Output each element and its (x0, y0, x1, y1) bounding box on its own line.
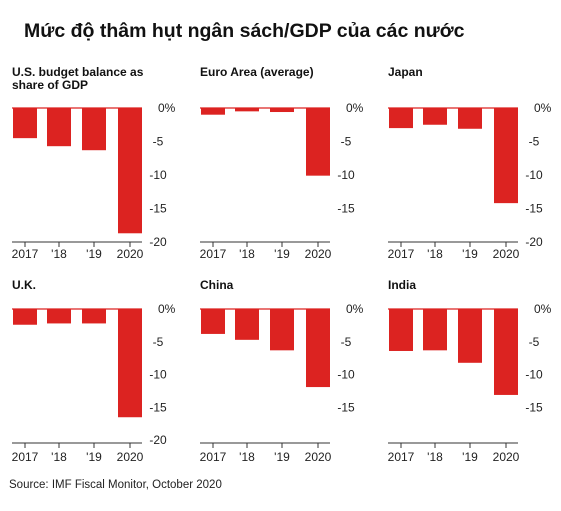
y-tick-label: -15 (149, 202, 167, 216)
bar (270, 309, 294, 351)
x-tick-label: '19 (274, 450, 290, 464)
chart-panel-1: Euro Area (average) 0% -5 -10 -15 2017 '18 '19 2… (200, 65, 364, 261)
bar (270, 108, 294, 113)
bar (13, 108, 37, 139)
bar (201, 108, 225, 115)
x-tick-label: '18 (239, 450, 255, 464)
y-tick-label: -20 (149, 235, 167, 249)
bar (118, 108, 142, 234)
y-tick-label: -20 (149, 433, 167, 447)
bar (47, 309, 71, 324)
bar (306, 108, 330, 176)
x-tick-label: 2017 (388, 247, 415, 261)
panel-title: Euro Area (average) (200, 65, 314, 79)
panel-title: U.S. budget balance as (12, 65, 144, 79)
y-tick-label: 0% (534, 101, 552, 115)
bar (423, 108, 447, 125)
y-tick-label: -5 (341, 135, 352, 149)
x-tick-label: '19 (462, 450, 478, 464)
bar (306, 309, 330, 388)
bar (389, 309, 413, 351)
bar (82, 108, 106, 151)
panel-title: U.K. (12, 278, 36, 292)
x-tick-label: 2020 (305, 450, 332, 464)
x-tick-label: '18 (51, 247, 67, 261)
panel-title: share of GDP (12, 78, 88, 92)
y-tick-label: -5 (529, 335, 540, 349)
chart-panel-5: India 0% -5 -10 -15 2017 '18 '19 2020 (388, 278, 552, 464)
x-tick-label: '18 (51, 450, 67, 464)
bar (47, 108, 71, 147)
x-tick-label: '18 (427, 247, 443, 261)
x-tick-label: 2017 (12, 247, 39, 261)
bar (235, 108, 259, 112)
x-tick-label: '18 (239, 247, 255, 261)
y-tick-label: 0% (346, 302, 364, 316)
bar (423, 309, 447, 351)
y-tick-label: -10 (149, 368, 167, 382)
y-tick-label: -10 (525, 368, 543, 382)
x-tick-label: 2017 (12, 450, 39, 464)
y-tick-label: -5 (341, 335, 352, 349)
chart-panel-4: China 0% -5 -10 -15 2017 '18 '19 2020 (200, 278, 364, 464)
x-tick-label: 2020 (305, 247, 332, 261)
chart-panel-3: U.K. 0% -5 -10 -15 -20 2017 '18 '19 2020 (12, 278, 176, 464)
y-tick-label: -15 (525, 400, 543, 414)
y-tick-label: -5 (153, 135, 164, 149)
y-tick-label: 0% (534, 302, 552, 316)
bar (13, 309, 37, 325)
y-tick-label: -10 (149, 168, 167, 182)
page-title: Mức độ thâm hụt ngân sách/GDP của các nư… (24, 20, 465, 42)
bar (389, 108, 413, 129)
x-tick-label: '19 (274, 247, 290, 261)
bar (118, 309, 142, 418)
bar (235, 309, 259, 340)
x-tick-label: 2017 (200, 450, 227, 464)
x-tick-label: 2020 (117, 450, 144, 464)
y-tick-label: -15 (337, 400, 355, 414)
y-tick-label: -20 (525, 235, 543, 249)
x-tick-label: 2017 (388, 450, 415, 464)
bar (458, 309, 482, 363)
y-tick-label: 0% (158, 101, 176, 115)
y-tick-label: -15 (149, 400, 167, 414)
y-tick-label: -10 (337, 368, 355, 382)
y-tick-label: -5 (529, 135, 540, 149)
x-tick-label: '19 (462, 247, 478, 261)
y-tick-label: -15 (337, 202, 355, 216)
bar (458, 108, 482, 129)
y-tick-label: -15 (525, 202, 543, 216)
y-tick-label: -10 (525, 168, 543, 182)
chart-panel-2: Japan 0% -5 -10 -15 -20 2017 '18 '19 2020 (388, 65, 552, 261)
x-tick-label: '19 (86, 247, 102, 261)
x-tick-label: 2017 (200, 247, 227, 261)
y-tick-label: -5 (153, 335, 164, 349)
bar (82, 309, 106, 324)
x-tick-label: 2020 (493, 247, 520, 261)
y-tick-label: -10 (337, 168, 355, 182)
x-tick-label: '18 (427, 450, 443, 464)
panel-title: Japan (388, 65, 423, 79)
source-note: Source: IMF Fiscal Monitor, October 2020 (9, 479, 222, 491)
bar (201, 309, 225, 334)
bar (494, 309, 518, 395)
x-tick-label: 2020 (493, 450, 520, 464)
panel-title: China (200, 278, 234, 292)
bar (494, 108, 518, 204)
y-tick-label: 0% (158, 302, 176, 316)
x-tick-label: 2020 (117, 247, 144, 261)
y-tick-label: 0% (346, 101, 364, 115)
x-tick-label: '19 (86, 450, 102, 464)
panel-title: India (388, 278, 416, 292)
